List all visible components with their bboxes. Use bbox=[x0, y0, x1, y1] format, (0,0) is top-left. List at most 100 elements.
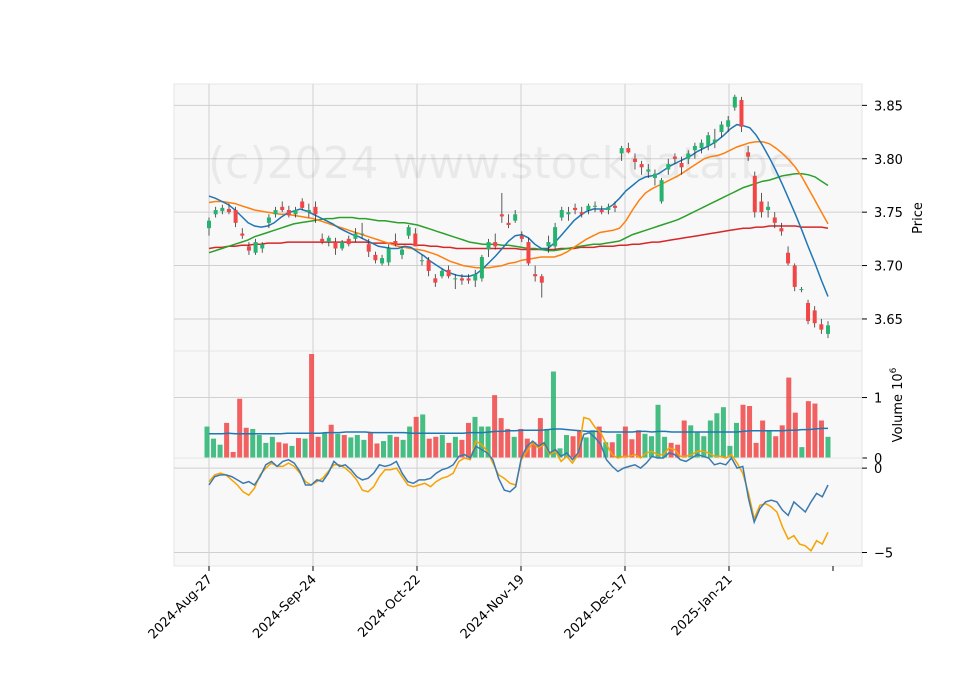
volume-bar bbox=[531, 442, 537, 458]
volume-bar bbox=[256, 435, 262, 458]
candle bbox=[706, 132, 711, 151]
volume-bar bbox=[224, 422, 230, 458]
volume-bar bbox=[662, 436, 668, 458]
candle bbox=[659, 177, 664, 204]
candle-body bbox=[553, 227, 558, 247]
candle-body bbox=[732, 96, 737, 108]
candle bbox=[453, 274, 458, 290]
candle bbox=[599, 205, 604, 215]
volume-bar bbox=[681, 420, 687, 458]
candle-body bbox=[739, 100, 744, 127]
volume-bar bbox=[812, 403, 818, 458]
candle-body bbox=[819, 324, 824, 330]
candle-body bbox=[686, 153, 691, 159]
candle bbox=[286, 205, 291, 218]
candle bbox=[293, 206, 298, 218]
candle bbox=[426, 257, 431, 277]
volume-bar bbox=[354, 435, 360, 458]
volume-bar bbox=[367, 432, 373, 458]
candle-body bbox=[606, 206, 611, 211]
candle bbox=[433, 274, 438, 287]
candle bbox=[699, 139, 704, 154]
volume-bar bbox=[452, 436, 458, 458]
candle-body bbox=[253, 242, 258, 253]
candle-body bbox=[806, 302, 811, 322]
volume-bar bbox=[426, 438, 432, 458]
candle bbox=[533, 265, 538, 282]
candle bbox=[672, 153, 677, 165]
volume-bar bbox=[609, 442, 615, 458]
x-tick-label: 2024-Dec-17 bbox=[562, 572, 632, 642]
candle-body bbox=[792, 265, 797, 287]
candle bbox=[446, 265, 451, 279]
candle-body bbox=[446, 269, 451, 277]
volume-bar bbox=[446, 442, 452, 458]
volume-bar bbox=[498, 418, 504, 458]
volume-bar bbox=[616, 433, 622, 458]
candle-body bbox=[786, 252, 791, 264]
candle-body bbox=[539, 276, 544, 283]
candle-body bbox=[679, 163, 684, 168]
candle-body bbox=[586, 205, 591, 211]
volume-bar bbox=[701, 436, 707, 458]
volume-bar bbox=[407, 426, 413, 458]
candle bbox=[253, 238, 258, 255]
volume-bar bbox=[400, 439, 406, 458]
volume-bar bbox=[439, 435, 445, 458]
ma-medium-line bbox=[208, 140, 829, 269]
candle-body bbox=[393, 240, 398, 245]
candle bbox=[506, 214, 511, 229]
volume-bar bbox=[309, 354, 315, 458]
candle bbox=[586, 203, 591, 215]
candle bbox=[207, 217, 211, 236]
candle-body bbox=[726, 120, 731, 127]
candle-body bbox=[433, 278, 438, 283]
candle bbox=[300, 198, 305, 211]
candle-body bbox=[599, 210, 604, 213]
candle-body bbox=[293, 210, 298, 215]
candle-body bbox=[759, 201, 764, 213]
candle bbox=[712, 128, 717, 149]
candle bbox=[679, 156, 684, 175]
volume-bar bbox=[825, 436, 831, 458]
candle-body bbox=[273, 210, 278, 215]
volume-bar bbox=[773, 436, 779, 458]
candle bbox=[819, 318, 824, 334]
volume-bar bbox=[779, 425, 785, 458]
volume-bar bbox=[760, 420, 766, 458]
price-tick-label: 3.80 bbox=[874, 153, 903, 168]
volume-bar bbox=[348, 437, 354, 458]
volume-bar bbox=[537, 418, 543, 458]
candle bbox=[366, 238, 371, 258]
candle bbox=[739, 96, 744, 133]
volume-bar bbox=[524, 438, 530, 458]
price-panel: (c)2024 www.stockdata.be 3.653.703.753.8… bbox=[173, 83, 926, 352]
candle-body bbox=[226, 208, 231, 213]
candle-body bbox=[619, 148, 624, 154]
candle-body bbox=[719, 124, 724, 133]
candle bbox=[326, 235, 331, 247]
candle bbox=[439, 268, 444, 279]
candle-body bbox=[419, 260, 424, 262]
candle-body bbox=[360, 233, 365, 235]
candle-body bbox=[246, 246, 251, 251]
candle-body bbox=[566, 212, 571, 215]
volume-bar bbox=[649, 436, 655, 458]
volume-bar bbox=[583, 437, 589, 458]
candle-body bbox=[639, 164, 644, 168]
candle-body bbox=[406, 227, 411, 236]
x-tick-label: 2024-Sep-24 bbox=[250, 572, 320, 642]
volume-bar bbox=[296, 438, 302, 458]
candle bbox=[546, 235, 551, 253]
candle-body bbox=[426, 260, 431, 271]
price-tick-label: 3.85 bbox=[874, 99, 903, 114]
volume-bar bbox=[341, 435, 347, 458]
candle bbox=[486, 238, 491, 258]
ma-short-line bbox=[208, 123, 829, 297]
candle-body bbox=[400, 249, 405, 255]
candle-body bbox=[266, 217, 271, 223]
candle-body bbox=[213, 210, 218, 215]
candle bbox=[779, 222, 784, 236]
candle bbox=[386, 244, 391, 266]
volume-bar bbox=[675, 444, 681, 458]
